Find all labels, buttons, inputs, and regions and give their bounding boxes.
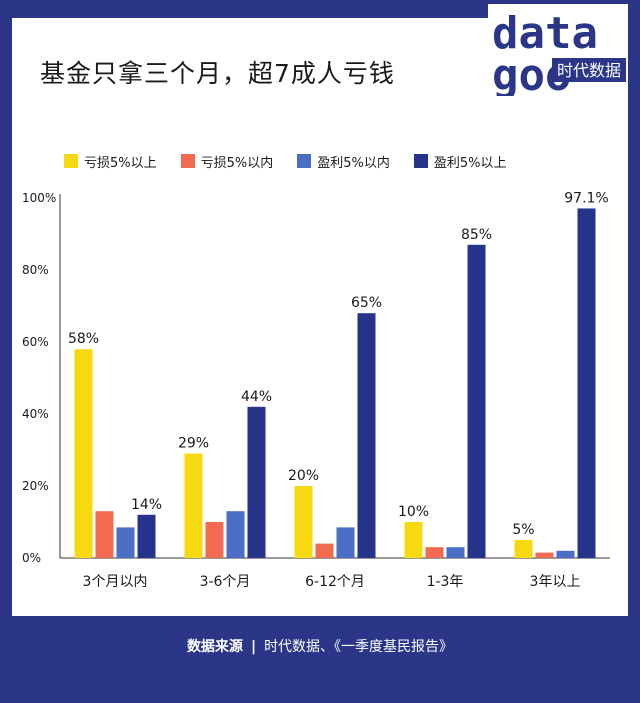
logo-cn: 时代数据 <box>557 61 621 80</box>
data-label: 58% <box>68 331 99 347</box>
footer: 数据来源 | 时代数据、《一季度基民报告》 <box>0 636 640 656</box>
x-tick-label: 3-6个月 <box>200 574 251 590</box>
legend-item-4: 盈利5%以上 <box>413 152 507 171</box>
legend-label: 亏损5%以内 <box>200 155 274 171</box>
data-label: 10% <box>398 504 429 520</box>
bar-2-5 <box>535 552 554 558</box>
data-label: 14% <box>131 497 162 513</box>
data-label: 5% <box>512 522 534 538</box>
data-label: 20% <box>288 468 319 484</box>
bar-4-2 <box>247 406 266 558</box>
legend-item-3: 盈利5%以内 <box>297 152 390 171</box>
legend-item-2: 亏损5%以内 <box>180 152 274 171</box>
bar-3-2 <box>226 511 245 558</box>
bar-4-5 <box>577 208 596 558</box>
legend-label: 亏损5%以上 <box>84 155 157 171</box>
bar-2-3 <box>315 543 334 558</box>
logo-line1: data <box>492 8 598 59</box>
x-tick-label: 6-12个月 <box>305 574 365 590</box>
bar-2-2 <box>205 522 224 558</box>
y-tick-label: 60% <box>22 335 49 349</box>
y-tick-label: 20% <box>22 479 49 493</box>
bar-3-3 <box>336 527 355 558</box>
bar-chart: 0% 20% 40% 60% 80% 100% 58% 14% 3个月以内 29% 44% 3-6个月… <box>22 190 610 590</box>
bar-4-3 <box>357 313 376 558</box>
bar-1-3 <box>294 486 313 558</box>
data-label: 65% <box>351 295 382 311</box>
data-label: 85% <box>461 227 492 243</box>
bar-1-5 <box>514 540 533 558</box>
legend-swatch <box>180 154 195 168</box>
y-tick-label: 100% <box>22 191 56 205</box>
bar-3-5 <box>556 550 575 558</box>
bar-1-2 <box>184 453 203 558</box>
footer-separator: | <box>250 639 257 655</box>
data-label: 44% <box>241 389 272 405</box>
y-tick-label: 40% <box>22 407 49 421</box>
legend-swatch <box>413 154 428 168</box>
bar-2-1 <box>95 511 114 558</box>
bar-1-4 <box>404 522 423 558</box>
bar-4-1 <box>137 514 156 558</box>
y-tick-label: 80% <box>22 263 49 277</box>
x-tick-label: 3个月以内 <box>83 574 148 590</box>
footer-label: 数据来源 <box>186 639 243 655</box>
legend-label: 盈利5%以内 <box>317 155 390 171</box>
data-label: 97.1% <box>564 190 608 206</box>
data-label: 29% <box>178 436 209 452</box>
legend-label: 盈利5%以上 <box>433 155 507 171</box>
legend-swatch <box>64 154 78 168</box>
footer-source: 时代数据、《一季度基民报告》 <box>264 639 454 655</box>
legend-swatch <box>297 154 312 168</box>
bar-1-1 <box>74 349 93 558</box>
x-tick-label: 3年以上 <box>530 574 581 590</box>
bar-3-4 <box>446 547 465 558</box>
datagoo-logo: data goo 时代数据 <box>488 4 628 96</box>
legend-item-1: 亏损5%以上 <box>64 152 157 171</box>
chart-title: 基金只拿三个月，超7成人亏钱 <box>40 59 395 88</box>
bar-2-4 <box>425 547 444 558</box>
y-tick-label: 0% <box>22 551 41 565</box>
chart-panel <box>12 18 628 616</box>
x-tick-label: 1-3年 <box>427 574 464 590</box>
bar-4-4 <box>467 244 486 559</box>
bar-3-1 <box>116 527 135 558</box>
chart-legend: 亏损5%以上 亏损5%以内 盈利5%以内 盈利5%以上 <box>64 151 507 171</box>
